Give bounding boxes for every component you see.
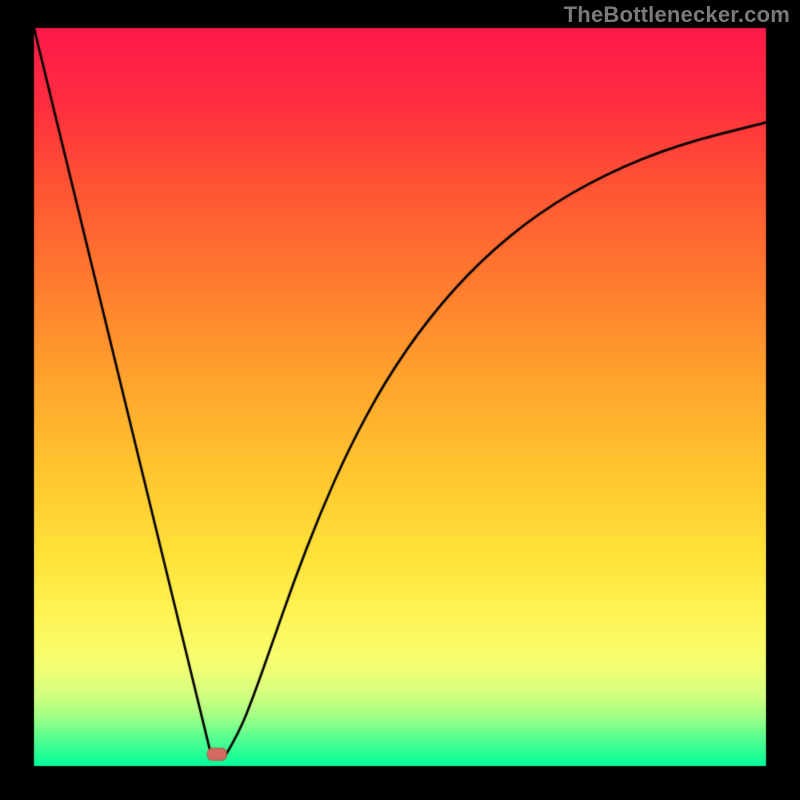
watermark-text: TheBottlenecker.com <box>564 2 790 28</box>
chart-container: TheBottlenecker.com <box>0 0 800 800</box>
bottleneck-chart-canvas <box>0 0 800 800</box>
